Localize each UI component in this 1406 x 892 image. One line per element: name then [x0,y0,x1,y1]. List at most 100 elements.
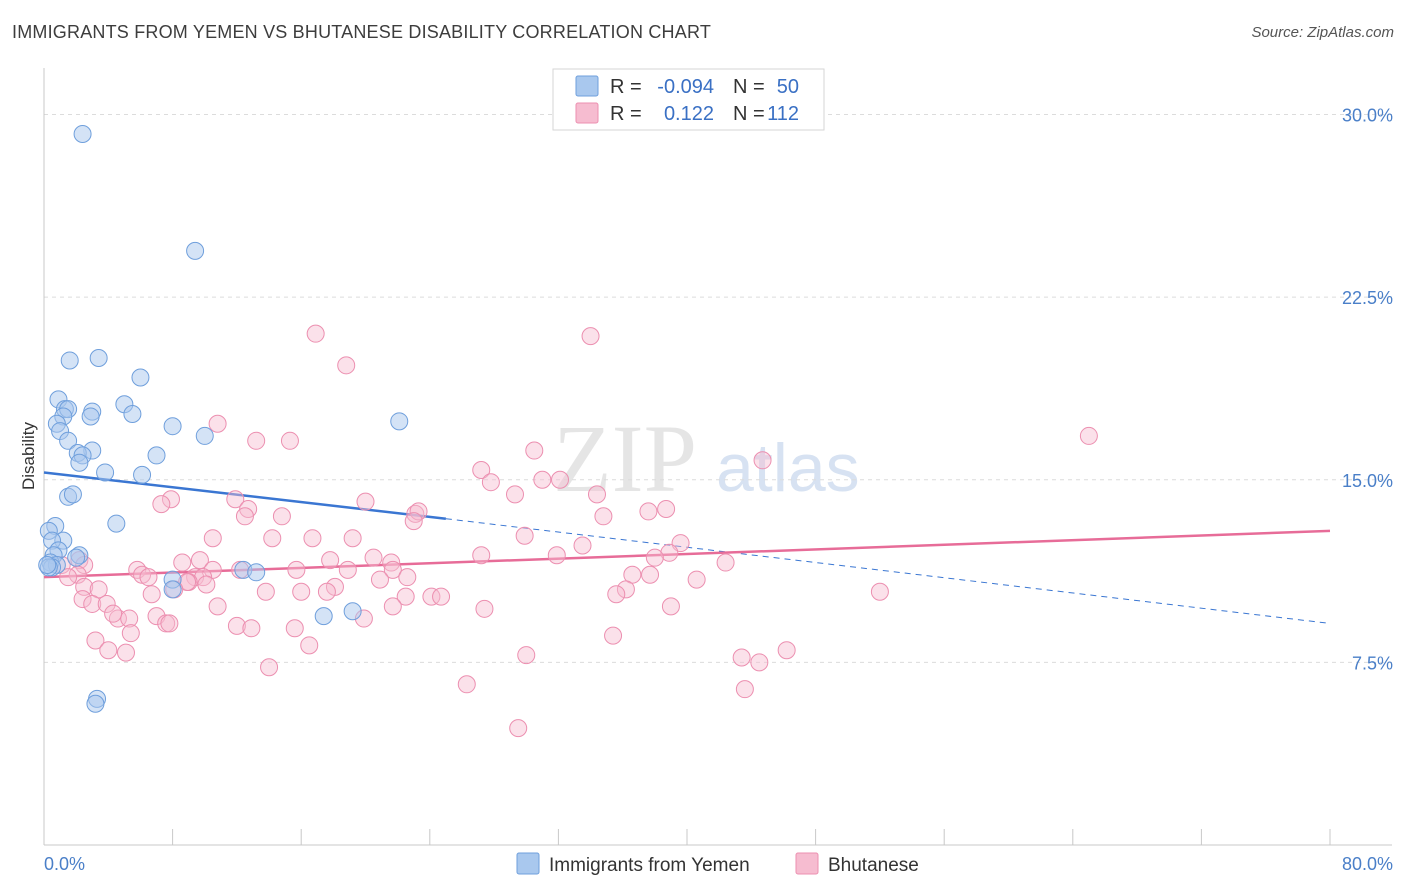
bhutanese-point [398,568,417,587]
yemen-point [70,453,89,472]
yemen-point [59,431,78,450]
yemen-point [147,446,166,465]
yemen-trend-extension [445,518,1331,624]
chart-title: IMMIGRANTS FROM YEMEN VS BHUTANESE DISAB… [12,22,712,42]
bhutanese-point [197,575,216,594]
bhutanese-point [660,543,679,562]
bhutanese-point [432,587,451,606]
bhutanese-point [409,502,428,521]
yemen-point [67,548,86,567]
bhutanese-point [509,719,528,738]
bhutanese-point [83,594,102,613]
bhutanese-point [161,490,180,509]
bhutanese-point [287,560,306,579]
bhutanese-point [292,582,311,601]
bhutanese-point [263,529,282,548]
bhutanese-point [338,560,357,579]
bhutanese-point [256,582,275,601]
yemen-point [73,125,92,144]
bhutanese-point [404,512,423,531]
yemen-point [86,694,105,713]
yemen-point [314,607,333,626]
bhutanese-point [86,631,105,650]
bhutanese-point [661,597,680,616]
y-axis-title: Disability [19,421,38,490]
bhutanese-point [128,560,147,579]
yemen-point [186,241,205,260]
gridlines [44,114,1392,663]
bhutanese-point [116,643,135,662]
yemen-point [195,426,214,445]
bhutanese-point [260,658,279,677]
bhutanese-point [383,597,402,616]
bhutanese-point [616,580,635,599]
yemen-point [89,349,108,368]
tick-labels: 7.5% 15.0% 22.5% 30.0% 0.0% 80.0% [44,106,1393,874]
data-points [38,125,1098,738]
bhutanese-point [242,619,261,638]
y-tick-label: 30.0% [1342,106,1393,126]
bhutanese-point [551,470,570,489]
yemen-point [38,555,57,574]
bhutanese-point [370,570,389,589]
bhutanese-point [190,551,209,570]
bhutanese-point [99,641,118,660]
bhutanese-point [280,431,299,450]
y-tick-label: 22.5% [1342,288,1393,308]
bottom-legend-label-yemen: Immigrants from Yemen [549,855,750,876]
legend-n-label-0: N = [733,76,765,98]
bhutanese-point [604,626,623,645]
bhutanese-point [121,624,140,643]
bhutanese-point [383,560,402,579]
bhutanese-point [517,646,536,665]
bhutanese-point [306,324,325,343]
y-tick-label: 7.5% [1352,653,1393,673]
bhutanese-point [337,356,356,375]
x-tick-label: 0.0% [44,854,85,874]
bhutanese-point [581,327,600,346]
bottom-legend-swatch-yemen [516,852,540,875]
bhutanese-point [657,499,676,518]
yemen-point [247,563,266,582]
bhutanese-point [472,546,491,565]
bhutanese-point [235,507,254,526]
legend-r-label-0: R = [610,76,642,98]
bhutanese-point [547,546,566,565]
bhutanese-point [716,553,735,572]
yemen-trend-line [43,471,447,520]
yemen-point [96,463,115,482]
bhutanese-point [777,641,796,660]
bottom-legend: Immigrants from Yemen Bhutanese [516,852,919,876]
yemen-point [60,351,79,370]
bhutanese-point [870,582,889,601]
yemen-point [343,602,362,621]
legend-swatch-yemen [575,75,599,97]
bhutanese-point [356,492,375,511]
bhutanese-point [457,675,476,694]
bhutanese-point [687,570,706,589]
bhutanese-point [607,585,626,604]
bhutanese-point [645,548,664,567]
bhutanese-point [227,616,246,635]
legend-n-value-1: 112 [767,103,799,125]
bhutanese-point [639,502,658,521]
yemen-point [123,405,142,424]
bhutanese-point [382,553,401,572]
bhutanese-point [525,441,544,460]
bhutanese-point [160,614,179,633]
bhutanese-point [104,604,123,623]
legend-r-label-1: R = [610,103,642,125]
x-tick-label: 80.0% [1342,854,1393,874]
bhutanese-point [321,551,340,570]
axes [43,68,1392,846]
bhutanese-point [247,431,266,450]
watermark-zip: ZIP [553,405,697,512]
yemen-point [390,412,409,431]
bhutanese-point [573,536,592,555]
bhutanese-point [406,504,425,523]
yemen-point [63,485,82,504]
bhutanese-point [317,582,336,601]
bhutanese-point [396,587,415,606]
bhutanese-point [203,529,222,548]
bhutanese-point [343,529,362,548]
